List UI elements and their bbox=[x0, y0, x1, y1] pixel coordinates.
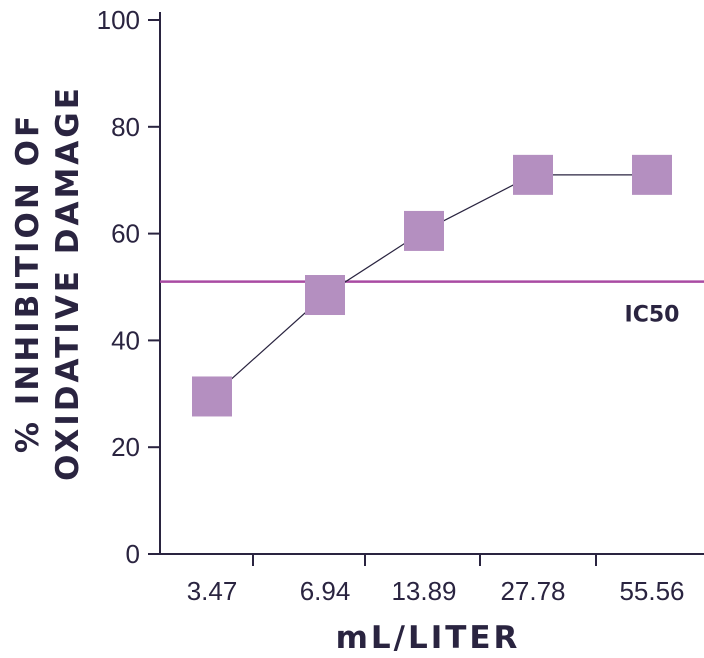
data-point-marker bbox=[513, 154, 553, 195]
series-layer bbox=[192, 154, 672, 417]
y-tick-label: 100 bbox=[97, 5, 140, 35]
y-axis-title-line-2: OXIDATIVE DAMAGE bbox=[50, 85, 86, 481]
y-ticks: 0 20 40 60 80 100 bbox=[97, 5, 160, 569]
x-tick-label: 13.89 bbox=[391, 576, 456, 606]
x-tick-label: 27.78 bbox=[500, 576, 565, 606]
y-tick-label: 40 bbox=[111, 325, 140, 355]
ic50-label: IC50 bbox=[625, 303, 680, 328]
series-line bbox=[211, 174, 652, 397]
x-axis-title: mL/LITER bbox=[336, 620, 521, 656]
data-point-marker bbox=[192, 376, 232, 417]
y-tick-label: 80 bbox=[111, 112, 140, 142]
data-point-marker bbox=[404, 210, 444, 251]
y-tick-label: 20 bbox=[111, 432, 140, 462]
y-tick-label: 0 bbox=[126, 539, 140, 569]
x-tick-label: 6.94 bbox=[300, 576, 351, 606]
x-tick-label: 3.47 bbox=[187, 576, 238, 606]
data-point-marker bbox=[305, 275, 345, 316]
y-tick-label: 60 bbox=[111, 219, 140, 249]
x-tick-label: 55.56 bbox=[619, 576, 684, 606]
x-ticks: 3.47 6.94 13.89 27.78 55.56 bbox=[187, 554, 685, 606]
data-point-marker bbox=[632, 154, 672, 195]
y-axis-title-line-1: % INHIBITION OF bbox=[10, 113, 46, 453]
